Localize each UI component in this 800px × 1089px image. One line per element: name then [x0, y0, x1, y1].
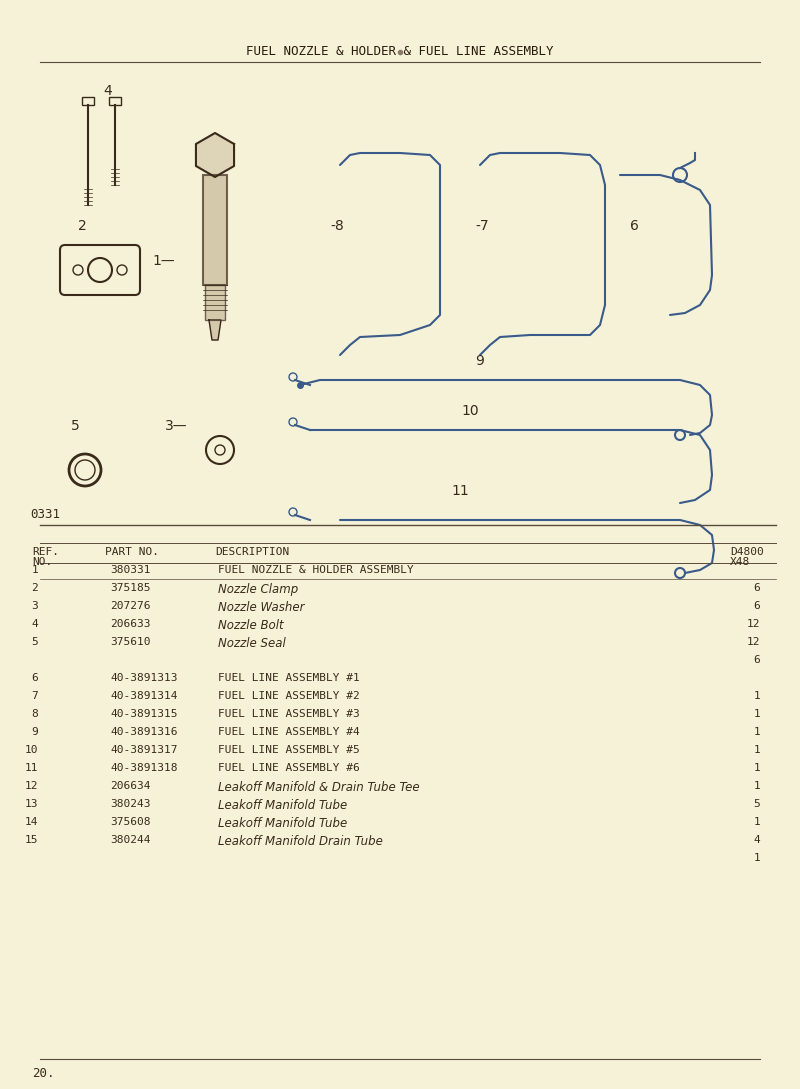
Text: 1: 1: [754, 745, 760, 755]
Text: 11: 11: [25, 763, 38, 773]
Text: FUEL LINE ASSEMBLY #1: FUEL LINE ASSEMBLY #1: [218, 673, 360, 683]
Circle shape: [117, 265, 127, 276]
Text: 1: 1: [754, 763, 760, 773]
Text: Leakoff Manifold Tube: Leakoff Manifold Tube: [218, 799, 347, 812]
Text: 1: 1: [754, 853, 760, 862]
Text: Nozzle Bolt: Nozzle Bolt: [218, 619, 284, 632]
Text: 375610: 375610: [110, 637, 150, 647]
Text: 206634: 206634: [110, 781, 150, 791]
Text: 9: 9: [31, 727, 38, 737]
Text: 2: 2: [78, 219, 86, 233]
Text: 15: 15: [25, 835, 38, 845]
Text: 11: 11: [451, 484, 469, 498]
Text: 1—: 1—: [152, 254, 175, 268]
Text: FUEL LINE ASSEMBLY #3: FUEL LINE ASSEMBLY #3: [218, 709, 360, 719]
Text: 1: 1: [754, 781, 760, 791]
Text: 1: 1: [754, 727, 760, 737]
Text: 40-3891316: 40-3891316: [110, 727, 178, 737]
Text: 14: 14: [25, 817, 38, 827]
Text: PART NO.: PART NO.: [105, 547, 159, 556]
Text: 4: 4: [31, 619, 38, 629]
Text: DESCRIPTION: DESCRIPTION: [215, 547, 290, 556]
Text: 12: 12: [25, 781, 38, 791]
Text: 206633: 206633: [110, 619, 150, 629]
Text: 3—: 3—: [165, 419, 187, 433]
Text: D4800: D4800: [730, 547, 764, 556]
Text: 40-3891315: 40-3891315: [110, 709, 178, 719]
Bar: [203, 175, 227, 285]
Text: 0331: 0331: [30, 507, 60, 521]
Text: 40-3891318: 40-3891318: [110, 763, 178, 773]
Circle shape: [73, 265, 83, 276]
Text: 1: 1: [754, 709, 760, 719]
Text: 3: 3: [31, 601, 38, 611]
Text: -8: -8: [330, 219, 344, 233]
Text: 380244: 380244: [110, 835, 150, 845]
Text: 40-3891313: 40-3891313: [110, 673, 178, 683]
Text: 10: 10: [25, 745, 38, 755]
Bar: [82, 97, 94, 105]
Text: 6: 6: [31, 673, 38, 683]
Text: 380331: 380331: [110, 565, 150, 575]
Text: 7: 7: [31, 692, 38, 701]
Text: FUEL LINE ASSEMBLY #2: FUEL LINE ASSEMBLY #2: [218, 692, 360, 701]
Bar: [109, 97, 121, 105]
Text: 10: 10: [461, 404, 479, 418]
Text: 4: 4: [104, 84, 112, 98]
Text: -7: -7: [475, 219, 489, 233]
Text: 13: 13: [25, 799, 38, 809]
Text: Nozzle Clamp: Nozzle Clamp: [218, 583, 298, 596]
Text: NO.: NO.: [32, 556, 52, 567]
Text: 6: 6: [754, 654, 760, 665]
Text: Nozzle Washer: Nozzle Washer: [218, 601, 305, 614]
Text: 4: 4: [754, 835, 760, 845]
Text: 20.: 20.: [32, 1067, 54, 1080]
Text: 375608: 375608: [110, 817, 150, 827]
Text: 8: 8: [31, 709, 38, 719]
Text: FUEL LINE ASSEMBLY #6: FUEL LINE ASSEMBLY #6: [218, 763, 360, 773]
Bar: [205, 285, 225, 320]
Text: 5: 5: [31, 637, 38, 647]
Text: Nozzle Seal: Nozzle Seal: [218, 637, 286, 650]
Text: 1: 1: [754, 692, 760, 701]
Text: REF.: REF.: [32, 547, 59, 556]
Text: FUEL NOZZLE & HOLDER & FUEL LINE ASSEMBLY: FUEL NOZZLE & HOLDER & FUEL LINE ASSEMBL…: [246, 45, 554, 58]
Text: Leakoff Manifold Tube: Leakoff Manifold Tube: [218, 817, 347, 830]
Text: X48: X48: [730, 556, 750, 567]
Text: 380243: 380243: [110, 799, 150, 809]
Circle shape: [88, 258, 112, 282]
Polygon shape: [209, 320, 221, 340]
Text: 1: 1: [31, 565, 38, 575]
Text: Leakoff Manifold Drain Tube: Leakoff Manifold Drain Tube: [218, 835, 383, 848]
Text: 40-3891317: 40-3891317: [110, 745, 178, 755]
Text: Leakoff Manifold & Drain Tube Tee: Leakoff Manifold & Drain Tube Tee: [218, 781, 420, 794]
Text: 5: 5: [70, 419, 79, 433]
Text: 6: 6: [630, 219, 639, 233]
Text: 375185: 375185: [110, 583, 150, 594]
Text: 207276: 207276: [110, 601, 150, 611]
Text: 6: 6: [754, 583, 760, 594]
Text: 1: 1: [754, 817, 760, 827]
Text: 40-3891314: 40-3891314: [110, 692, 178, 701]
Text: FUEL NOZZLE & HOLDER ASSEMBLY: FUEL NOZZLE & HOLDER ASSEMBLY: [218, 565, 414, 575]
Text: 12: 12: [746, 619, 760, 629]
Text: FUEL LINE ASSEMBLY #4: FUEL LINE ASSEMBLY #4: [218, 727, 360, 737]
Text: 9: 9: [475, 354, 485, 368]
Text: FUEL LINE ASSEMBLY #5: FUEL LINE ASSEMBLY #5: [218, 745, 360, 755]
Polygon shape: [196, 133, 234, 178]
Text: 2: 2: [31, 583, 38, 594]
Text: 6: 6: [754, 601, 760, 611]
Text: 12: 12: [746, 637, 760, 647]
Text: 5: 5: [754, 799, 760, 809]
